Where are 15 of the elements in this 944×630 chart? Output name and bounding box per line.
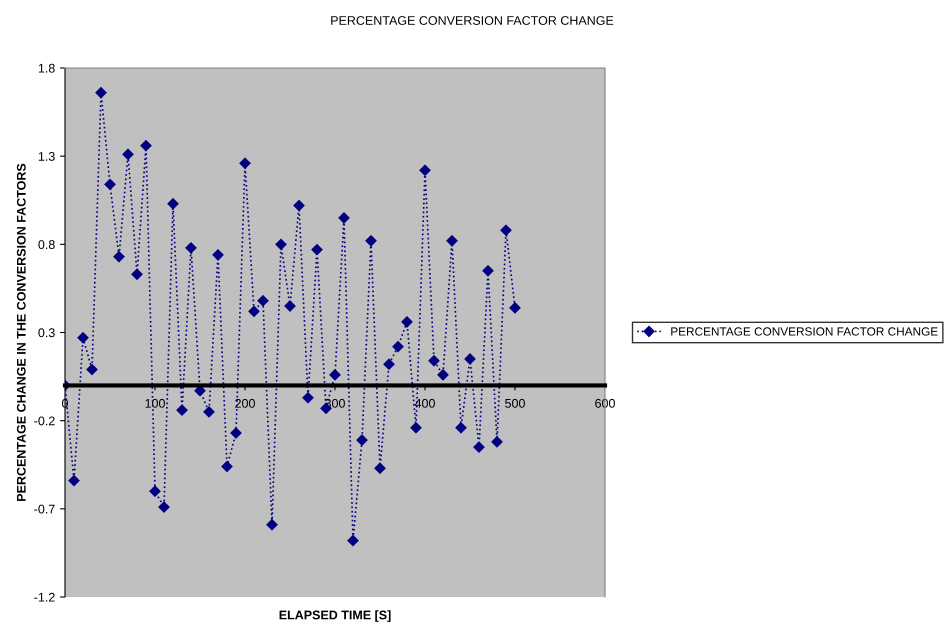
x-tick-label: 500	[505, 398, 525, 408]
chart-title: PERCENTAGE CONVERSION FACTOR CHANGE	[331, 16, 614, 25]
y-tick-label: 0.8	[38, 240, 55, 249]
x-tick-label: 200	[235, 398, 255, 408]
y-tick-label: 0.3	[38, 328, 55, 338]
y-tick-label: -0.2	[34, 416, 55, 426]
x-axis-title: ELAPSED TIME [S]	[280, 610, 391, 622]
x-tick-label: 400	[414, 398, 435, 408]
y-tick-label: 1.3	[38, 152, 55, 161]
y-axis-title: PERCENTAGE CHANGE IN THE CONVERSION FACTORS	[16, 164, 26, 501]
x-tick-label: 600	[595, 398, 615, 408]
y-tick-label: 1.8	[38, 64, 55, 73]
y-tick-label: -0.7	[34, 504, 55, 514]
y-tick-label: -1.2	[34, 592, 55, 602]
legend-label: PERCENTAGE CONVERSION FACTOR CHANGE	[671, 327, 938, 336]
